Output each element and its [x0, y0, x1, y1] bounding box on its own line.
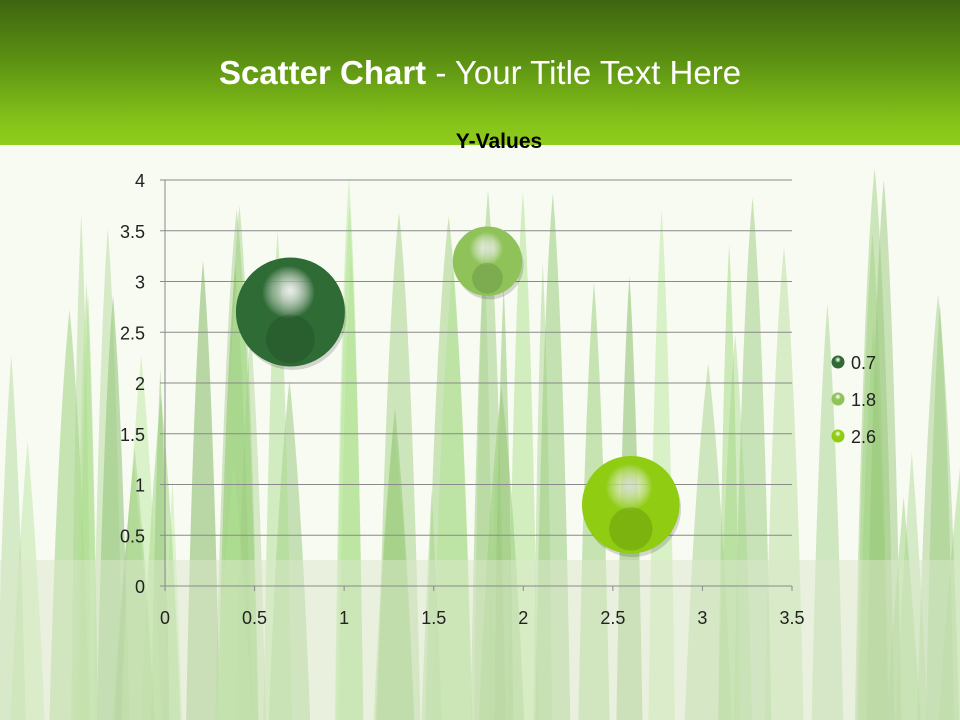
- slide-title-rest: - Your Title Text Here: [426, 54, 742, 91]
- y-tick-label: 3.5: [120, 222, 145, 242]
- x-tick-label: 2.5: [600, 608, 625, 628]
- y-tick-label: 0.5: [120, 526, 145, 546]
- x-tick-label: 0: [160, 608, 170, 628]
- slide-title-bold: Scatter Chart: [218, 54, 427, 91]
- x-tick-label: 0.5: [242, 608, 267, 628]
- bubble-shading: [472, 262, 503, 294]
- slide-title: Scatter Chart - Your Title Text Here: [0, 54, 960, 92]
- legend-label: 2.6: [851, 427, 876, 447]
- y-tick-label: 0: [135, 577, 145, 597]
- legend-label: 1.8: [851, 390, 876, 410]
- y-tick-label: 1: [135, 476, 145, 496]
- y-tick-label: 1.5: [120, 425, 145, 445]
- legend-marker: [831, 392, 845, 406]
- legend-label: 0.7: [851, 353, 876, 373]
- x-tick-label: 3.5: [779, 608, 804, 628]
- bubble-1.8[interactable]: [452, 226, 523, 296]
- bubble-shading: [609, 507, 653, 551]
- x-tick-label: 3: [697, 608, 707, 628]
- legend-marker: [831, 355, 845, 369]
- bubble-shading: [266, 314, 315, 364]
- chart-title: Y-Values: [456, 130, 542, 153]
- y-tick-label: 2.5: [120, 323, 145, 343]
- y-tick-label: 3: [135, 273, 145, 293]
- x-tick-label: 2: [518, 608, 528, 628]
- x-tick-label: 1.5: [421, 608, 446, 628]
- bubble-2.6[interactable]: [581, 456, 680, 554]
- x-tick-label: 1: [339, 608, 349, 628]
- y-tick-label: 2: [135, 374, 145, 394]
- bubble-0.7[interactable]: [235, 257, 345, 367]
- legend-marker: [831, 429, 845, 443]
- slide-header: Scatter Chart - Your Title Text Here: [0, 0, 960, 145]
- y-tick-label: 4: [135, 171, 145, 191]
